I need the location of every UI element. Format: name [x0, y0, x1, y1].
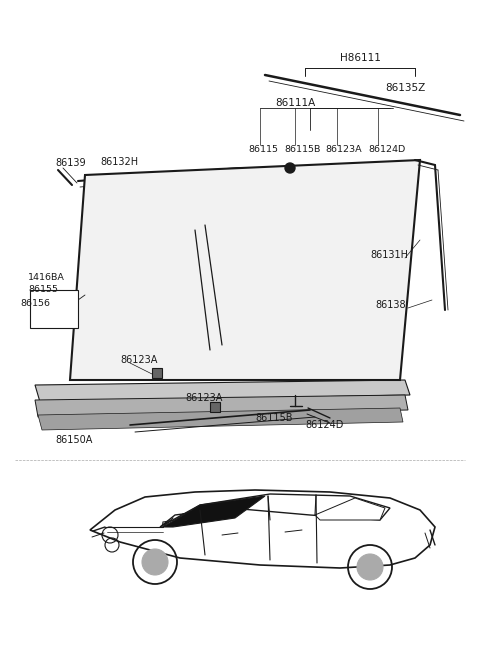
Text: 86155: 86155: [28, 285, 58, 295]
Polygon shape: [315, 498, 385, 520]
Text: 86138: 86138: [375, 300, 406, 310]
Polygon shape: [35, 395, 408, 417]
Text: 86135Z: 86135Z: [385, 83, 425, 93]
Text: 1416BA: 1416BA: [28, 274, 65, 283]
Text: 86123A: 86123A: [120, 355, 157, 365]
Polygon shape: [35, 380, 410, 402]
Text: H86111: H86111: [340, 53, 381, 63]
Text: 86115: 86115: [248, 146, 278, 155]
Circle shape: [142, 549, 168, 575]
FancyBboxPatch shape: [30, 290, 78, 328]
Polygon shape: [90, 490, 435, 568]
FancyBboxPatch shape: [152, 368, 162, 378]
Text: 86132H: 86132H: [100, 157, 138, 167]
Polygon shape: [70, 160, 420, 380]
Text: 86111A: 86111A: [275, 98, 315, 108]
Text: 86115B: 86115B: [284, 146, 320, 155]
Text: 86131H: 86131H: [370, 250, 408, 260]
Text: 86124D: 86124D: [305, 420, 343, 430]
Text: 86139: 86139: [55, 158, 85, 168]
Text: 86124D: 86124D: [368, 146, 405, 155]
Text: 86123A: 86123A: [185, 393, 222, 403]
Circle shape: [285, 163, 295, 173]
Circle shape: [357, 554, 383, 580]
Text: 86115B: 86115B: [255, 413, 292, 423]
FancyBboxPatch shape: [210, 402, 220, 412]
Polygon shape: [163, 496, 265, 527]
Polygon shape: [38, 408, 403, 430]
Polygon shape: [160, 494, 390, 527]
Text: 86156: 86156: [20, 298, 50, 308]
Text: 86123A: 86123A: [325, 146, 361, 155]
Text: 86150A: 86150A: [55, 435, 92, 445]
